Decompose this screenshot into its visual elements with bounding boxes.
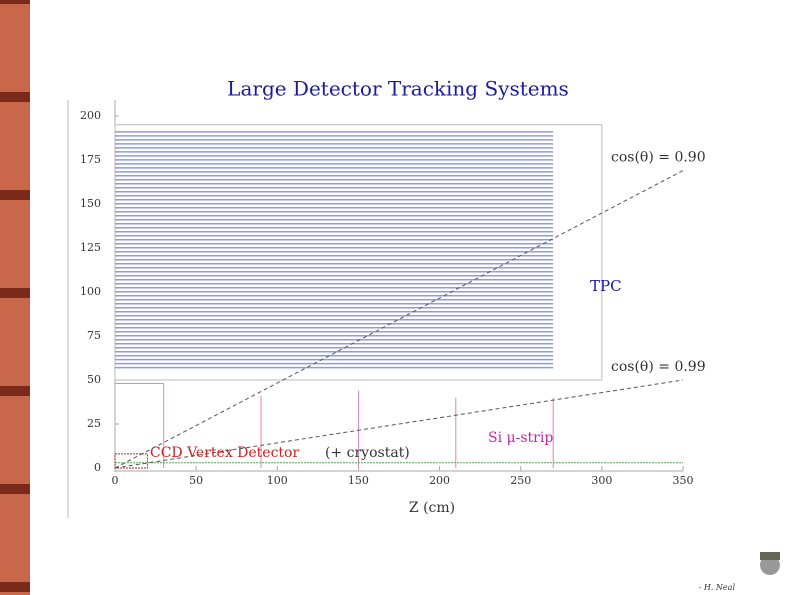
y-tick-label: 175 — [80, 153, 101, 166]
y-tick-label: 25 — [87, 417, 101, 430]
si-strip-label: Si μ-strip — [488, 430, 553, 446]
y-tick-label: 100 — [80, 285, 101, 298]
x-axis-label: Z (cm) — [409, 500, 455, 516]
cos-theta-label: cos(θ) = 0.90 — [611, 150, 706, 166]
cos-theta-line — [114, 170, 684, 469]
x-tick-label: 300 — [591, 474, 612, 487]
tpc-label: TPC — [590, 277, 622, 295]
x-tick-label: 200 — [429, 474, 450, 487]
y-tick-label: 50 — [87, 373, 101, 386]
x-tick-label: 150 — [348, 474, 369, 487]
x-tick-label: 250 — [510, 474, 531, 487]
tpc-layers — [115, 131, 554, 369]
cos-theta-label: cos(θ) = 0.99 — [611, 359, 706, 375]
vertex-detector — [114, 453, 148, 469]
x-tick-label: 100 — [267, 474, 288, 487]
footer: - H. Neal — [699, 583, 736, 592]
y-tick-label: 75 — [87, 329, 101, 342]
chart-title: Large Detector Tracking Systems — [227, 77, 569, 101]
x-tick-label: 350 — [673, 474, 694, 487]
y-tick-label: 0 — [94, 461, 101, 474]
x-tick-label: 50 — [189, 474, 203, 487]
logo — [760, 552, 780, 575]
cryostat-label: (+ cryostat) — [325, 445, 410, 461]
x-tick-label: 0 — [112, 474, 119, 487]
y-tick-label: 150 — [80, 197, 101, 210]
film-strip — [0, 0, 30, 595]
y-tick-label: 125 — [80, 241, 101, 254]
y-tick-label: 200 — [80, 109, 101, 122]
cos-theta-line — [114, 379, 684, 469]
